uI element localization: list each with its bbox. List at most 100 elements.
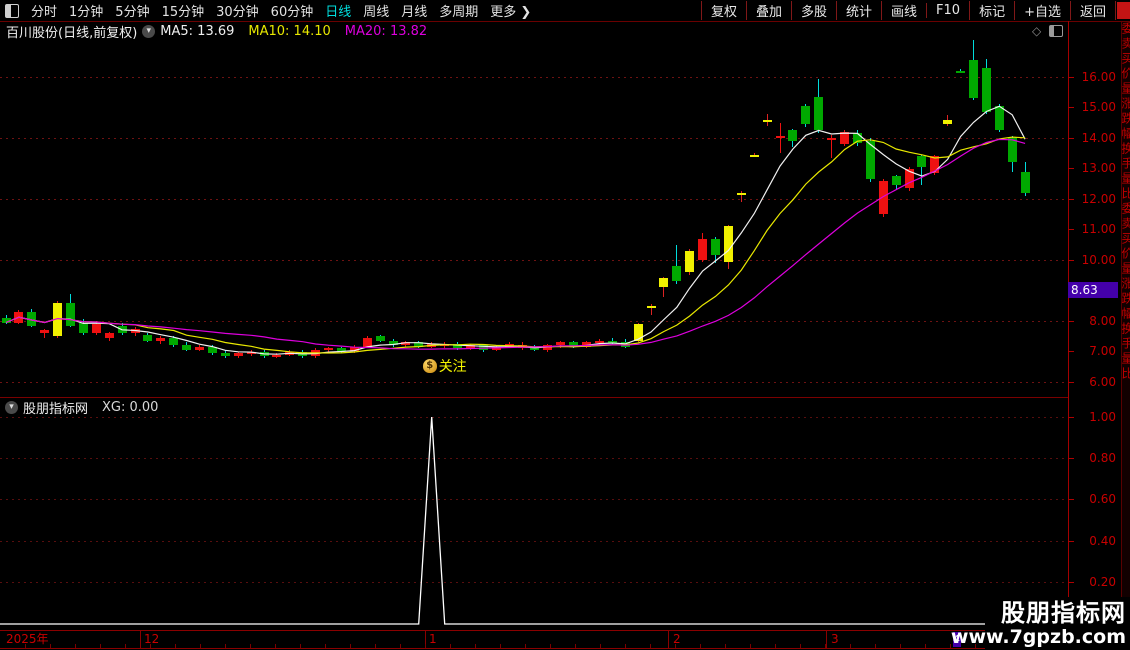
xaxis-minor-tick	[400, 644, 401, 648]
xaxis-month-label: 3	[831, 632, 839, 646]
candle-body	[556, 342, 566, 346]
candle-body	[143, 334, 153, 341]
chevron-down-icon[interactable]: ▾	[5, 400, 18, 414]
panel-toggle-icon[interactable]	[1049, 25, 1064, 37]
ma-header-value: MA5: 13.69	[160, 23, 235, 39]
indicator-value: XG: 0.00	[102, 399, 159, 415]
candle-body	[814, 96, 824, 131]
corner-red-button[interactable]	[1117, 2, 1130, 19]
period-tab-30分钟[interactable]: 30分钟	[216, 5, 259, 20]
toolbar-divider	[0, 21, 1130, 22]
indicator-name: 股朋指标网	[23, 401, 89, 417]
candle-body	[233, 353, 243, 357]
price-axis-label: 12.00	[1081, 192, 1116, 206]
quote-panel-edge[interactable]: 委卖买价量涨跌幅换手量比委卖买价量涨跌幅换手量比	[1121, 22, 1130, 650]
axis-tick	[1068, 541, 1074, 542]
action-+自选[interactable]: +自选	[1014, 1, 1070, 20]
grid-line	[0, 321, 1066, 322]
candle-body	[930, 156, 940, 174]
period-tab-分时[interactable]: 分时	[31, 5, 58, 20]
axis-tick	[1068, 417, 1074, 418]
candle-body	[891, 176, 901, 186]
action-画线[interactable]: 画线	[881, 1, 926, 20]
period-toolbar: 分时 1分钟 5分钟 15分钟 30分钟 60分钟 日线 周线 月线 多周期 更多 ❯ 复权 叠加 多股…	[0, 0, 1130, 21]
period-tab-5分钟[interactable]: 5分钟	[115, 5, 150, 20]
action-复权[interactable]: 复权	[700, 1, 746, 20]
grid-line	[0, 458, 1066, 459]
ma-header-value: MA20: 13.82	[344, 23, 428, 39]
xaxis-minor-tick	[375, 644, 376, 648]
xaxis-minor-tick	[200, 644, 201, 648]
candle-body	[981, 67, 991, 113]
period-tab-日线[interactable]: 日线	[325, 5, 352, 20]
candle-body	[840, 131, 849, 145]
period-tab-更多 ❯[interactable]: 更多 ❯	[490, 5, 532, 20]
xaxis-minor-tick	[850, 644, 851, 648]
xaxis-minor-tick	[25, 644, 26, 648]
xaxis-minor-tick	[475, 644, 476, 648]
xaxis-minor-tick	[175, 644, 176, 648]
candle-body	[956, 70, 966, 73]
grid-line	[0, 541, 1066, 542]
xaxis-minor-tick	[500, 644, 501, 648]
indicator-header: ▾ 股朋指标网 XG: 0.00	[0, 399, 159, 417]
xaxis-minor-tick	[150, 644, 151, 648]
xaxis-minor-tick	[75, 644, 76, 648]
price-axis-label: 11.00	[1081, 222, 1116, 236]
xaxis-minor-tick	[800, 644, 801, 648]
grid-line	[0, 382, 1066, 383]
xaxis-current-marker: 4	[953, 632, 961, 647]
period-tab-1分钟[interactable]: 1分钟	[69, 5, 104, 20]
xg-line-chart[interactable]	[0, 410, 1066, 635]
action-叠加[interactable]: 叠加	[745, 1, 791, 20]
action-F10[interactable]: F10	[926, 3, 969, 18]
xaxis-minor-tick	[250, 644, 251, 648]
month-separator	[425, 630, 426, 648]
grid-line	[0, 77, 1066, 78]
ma20-line	[5, 138, 1026, 350]
candle-body	[775, 136, 785, 139]
candle-body	[156, 337, 166, 341]
xaxis-minor-tick	[925, 644, 926, 648]
candle-body	[375, 336, 385, 341]
xaxis-minor-tick	[750, 644, 751, 648]
layout-icon[interactable]	[5, 3, 19, 18]
candle-body	[220, 353, 230, 357]
candle-wick	[650, 304, 652, 315]
candle-body	[414, 342, 424, 347]
month-separator	[140, 630, 141, 648]
candle-wick	[831, 134, 833, 158]
period-tab-周线[interactable]: 周线	[363, 5, 390, 20]
axis-tick	[1068, 582, 1074, 583]
period-tab-60分钟[interactable]: 60分钟	[270, 5, 314, 20]
xaxis-minor-tick	[225, 644, 226, 648]
diamond-icon[interactable]: ◇	[1032, 24, 1042, 38]
price-axis-label: 10.00	[1081, 253, 1116, 267]
period-tab-月线[interactable]: 月线	[401, 5, 428, 20]
toolbar-actions: 复权 叠加 多股 统计 画线 F10 标记 +自选 返回	[700, 0, 1116, 21]
candle-body	[1020, 171, 1030, 193]
action-标记[interactable]: 标记	[969, 1, 1014, 20]
axis-tick	[1068, 107, 1074, 108]
xaxis-minor-tick	[775, 644, 776, 648]
xaxis-minor-tick	[700, 644, 701, 648]
axis-tick	[1068, 77, 1074, 78]
xaxis-minor-tick	[675, 644, 676, 648]
sub-axis-label: 0.40	[1089, 534, 1116, 548]
ma-values: MA5: 13.69 MA10: 14.10 MA20: 13.82	[160, 24, 441, 39]
action-多股[interactable]: 多股	[790, 1, 836, 20]
action-返回[interactable]: 返回	[1069, 1, 1116, 20]
period-tab-多周期[interactable]: 多周期	[439, 5, 479, 20]
period-tab-15分钟[interactable]: 15分钟	[161, 5, 205, 20]
candle-body	[878, 180, 888, 215]
axis-tick	[1068, 382, 1074, 383]
xaxis-minor-tick	[350, 644, 351, 648]
price-axis-label: 16.00	[1081, 70, 1116, 84]
action-统计[interactable]: 统计	[836, 1, 881, 20]
candle-body	[453, 343, 462, 349]
watermark: 股朋指标网 www.7gpzb.com	[951, 597, 1130, 650]
chevron-down-icon[interactable]: ▾	[142, 24, 156, 38]
xaxis-minor-tick	[450, 644, 451, 648]
panel-divider[interactable]	[0, 397, 1068, 398]
xaxis-minor-tick	[875, 644, 876, 648]
